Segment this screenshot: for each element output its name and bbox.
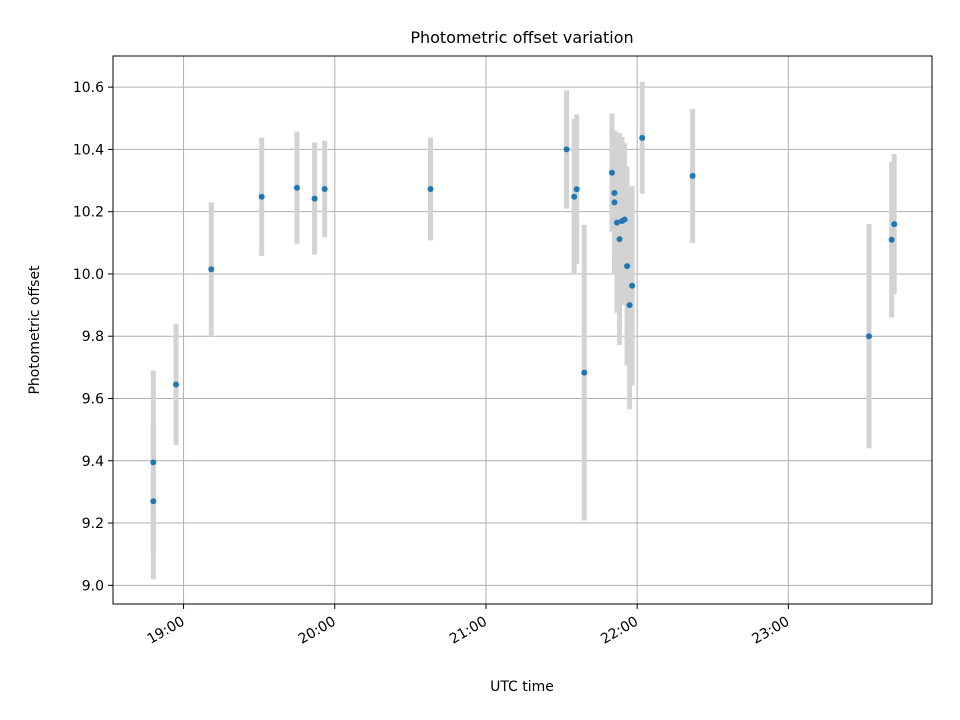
data-point	[689, 172, 696, 179]
grid	[113, 56, 932, 604]
data-point	[624, 263, 631, 270]
data-points	[150, 134, 898, 505]
data-point	[891, 221, 898, 228]
data-point	[888, 236, 895, 243]
data-point	[614, 219, 620, 226]
y-tick-label: 10.6	[73, 80, 104, 96]
data-point	[573, 186, 580, 193]
y-tick-label: 10.4	[73, 142, 104, 158]
y-tick-label: 9.4	[82, 454, 104, 470]
data-point	[608, 169, 615, 176]
y-tick-label: 9.0	[82, 578, 104, 594]
data-point	[427, 185, 434, 192]
data-point	[866, 333, 872, 340]
data-point	[150, 459, 157, 466]
data-point	[293, 184, 300, 191]
y-axis-label: Photometric offset	[27, 265, 43, 395]
data-point	[611, 199, 618, 206]
chart-title: Photometric offset variation	[410, 28, 633, 47]
y-tick-label: 9.6	[82, 392, 104, 408]
y-tick-label: 10.0	[73, 267, 104, 283]
data-point	[629, 282, 636, 289]
data-point	[311, 195, 318, 202]
data-point	[639, 134, 646, 141]
data-point	[626, 302, 633, 309]
data-point	[571, 193, 578, 200]
plot-frame	[112, 55, 933, 605]
data-point	[150, 498, 157, 505]
x-axis-label: UTC time	[490, 679, 554, 695]
data-point	[611, 190, 618, 196]
data-point	[581, 369, 588, 376]
data-point	[321, 185, 328, 192]
y-axis-ticks: 9.0 9.2 9.4 9.6 9.8 10.0 10.2 10.4 10.6	[73, 80, 113, 594]
data-point	[621, 216, 628, 223]
y-tick-label: 9.8	[82, 329, 104, 345]
data-point	[208, 266, 215, 273]
data-point	[173, 381, 179, 388]
data-point	[563, 146, 570, 153]
data-point	[258, 193, 265, 200]
y-tick-label: 9.2	[82, 516, 104, 532]
data-point	[616, 236, 623, 243]
y-tick-label: 10.2	[73, 205, 104, 221]
